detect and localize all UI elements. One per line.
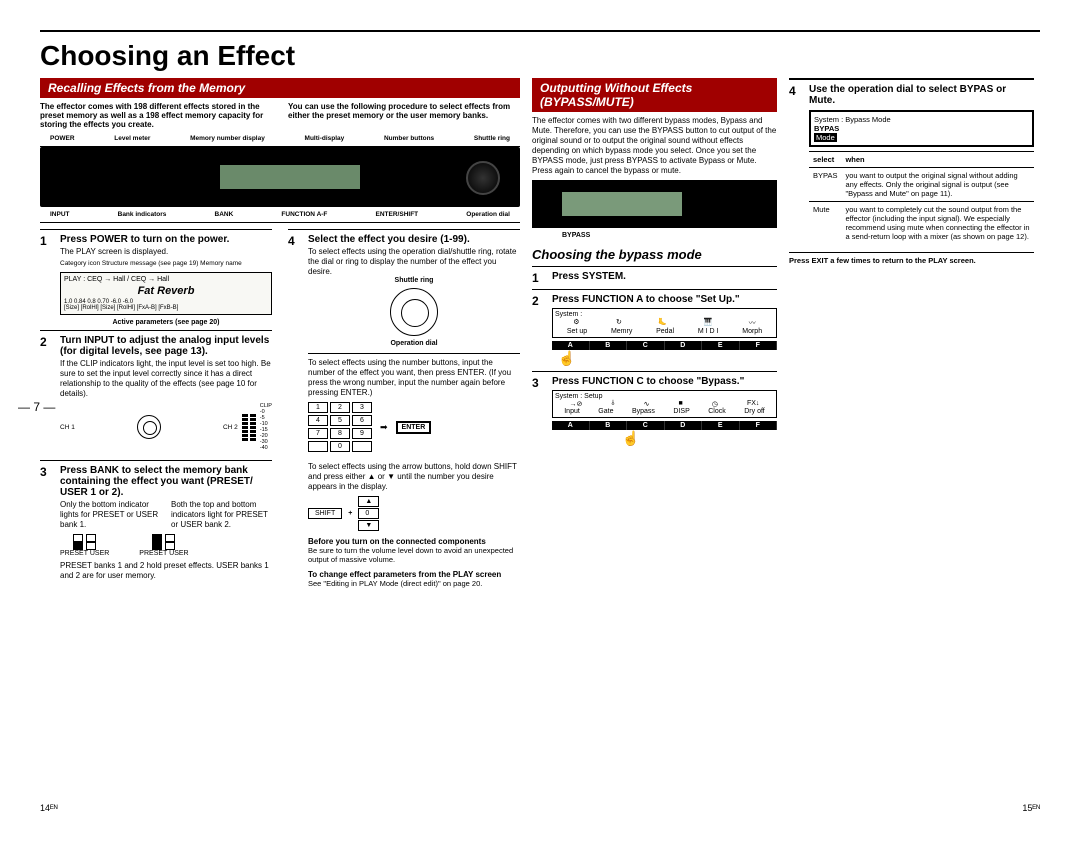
bypass-device-illustration: [532, 180, 777, 228]
subhead-bypass-mode: Choosing the bypass mode: [532, 247, 777, 262]
bypass-step-3: 3 Press FUNCTION C to choose "Bypass." S…: [532, 371, 777, 447]
device-illustration: [40, 147, 520, 207]
shuttle-dial-icon: [390, 288, 438, 336]
function-bar-a: AB CD EF: [552, 341, 777, 350]
level-indicator: CH 1 CH 2 CLIP -0 -5 -10: [60, 403, 272, 451]
exit-note: Press EXIT a few times to return to the …: [789, 252, 1034, 265]
function-bar-c: AB CD EF: [552, 421, 777, 430]
section-header-recalling: Recalling Effects from the Memory: [40, 78, 520, 98]
page-number-right: 15ᴱᴺ: [1022, 803, 1040, 813]
bypass-step-2: 2 Press FUNCTION A to choose "Set Up." S…: [532, 289, 777, 367]
play-screen-display: PLAY : CEQ → Hall / CEQ → Hall Fat Rever…: [60, 272, 272, 315]
step-1: 1 Press POWER to turn on the power. The …: [40, 229, 272, 326]
system-display-2: System : Setup →⊘⫰ ∿■ ◷FX↓ InputGate Byp…: [552, 390, 777, 418]
bank-indicators: PRESET USER PRESET USER: [60, 534, 272, 557]
column-2: Outputting Without Effects (BYPASS/MUTE)…: [532, 78, 777, 592]
bypass-step-4: 4 Use the operation dial to select BYPAS…: [789, 80, 1034, 244]
step-3: 3 Press BANK to select the memory bank c…: [40, 460, 272, 581]
intro-right: You can use the following procedure to s…: [288, 102, 520, 129]
device-labels-bottom: INPUT Bank indicators BANK FUNCTION A-F …: [40, 211, 520, 223]
numpad-icon: 123 456 789 0: [308, 402, 372, 452]
step-2: 2 Turn INPUT to adjust the analog input …: [40, 330, 272, 455]
section-header-bypass: Outputting Without Effects (BYPASS/MUTE): [532, 78, 777, 112]
step-4: 4 Select the effect you desire (1-99). T…: [288, 229, 520, 588]
system-display-1: System : ⚙↻ 🦶🎹 〰 Set upMemry PedalM I D …: [552, 308, 777, 338]
enter-key-icon: ENTER: [396, 421, 432, 434]
bypass-mode-table: selectwhen BYPASyou want to output the o…: [809, 151, 1034, 244]
bypass-mode-display: System : Bypass Mode BYPAS Mode: [809, 110, 1034, 147]
hand-pointer-icon: ☝: [558, 350, 777, 367]
right-subcolumn: 4 Select the effect you desire (1-99). T…: [288, 229, 520, 592]
column-3: 4 Use the operation dial to select BYPAS…: [789, 78, 1034, 592]
left-subcolumn: 1 Press POWER to turn on the power. The …: [40, 229, 272, 592]
page-number-left: 14ᴱᴺ: [40, 803, 58, 813]
intro-left: The effector comes with 198 different ef…: [40, 102, 272, 129]
side-page-marker: — 7 —: [18, 400, 55, 414]
column-1: Recalling Effects from the Memory The ef…: [40, 78, 520, 592]
shift-keys-icon: SHIFT + ▲ 0 ▼: [308, 496, 520, 531]
hand-pointer-icon: ☝: [622, 430, 777, 447]
bypass-step-1: 1 Press SYSTEM.: [532, 266, 777, 285]
page-title: Choosing an Effect: [40, 30, 1040, 72]
device-labels-top: POWER Level meter Memory number display …: [40, 135, 520, 147]
bypass-intro: The effector comes with two different by…: [532, 116, 777, 176]
